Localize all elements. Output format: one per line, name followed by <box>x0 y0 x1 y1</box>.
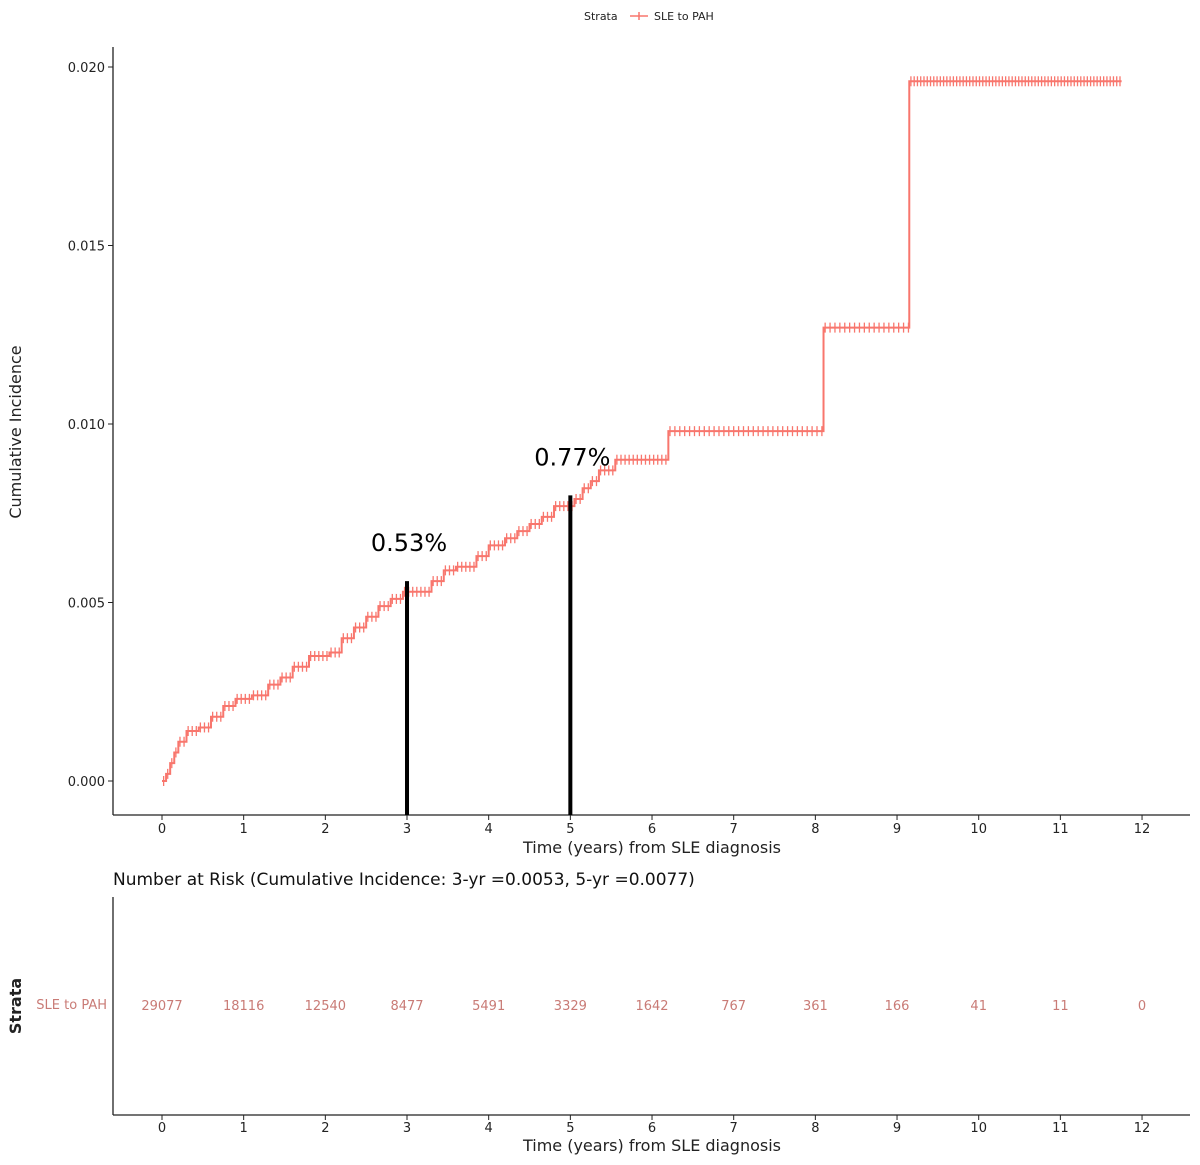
risk-value: 166 <box>885 999 910 1014</box>
x-tick-label: 11 <box>1052 822 1069 837</box>
risk-y-label: Strata <box>6 978 25 1034</box>
y-tick-label: 0.010 <box>68 418 105 433</box>
y-tick-label: 0.000 <box>68 775 105 790</box>
risk-value: 11 <box>1052 999 1069 1014</box>
x-tick-label: 6 <box>648 822 656 837</box>
risk-x-tick-label: 12 <box>1134 1121 1151 1136</box>
x-tick-label: 10 <box>970 822 987 837</box>
legend-entry: SLE to PAH <box>654 10 714 23</box>
risk-value: 12540 <box>305 999 346 1014</box>
x-tick-label: 1 <box>240 822 248 837</box>
x-tick-label: 0 <box>158 822 166 837</box>
risk-x-tick-label: 3 <box>403 1121 411 1136</box>
risk-row-label: SLE to PAH <box>36 998 107 1013</box>
x-axis-label: Time (years) from SLE diagnosis <box>522 838 781 857</box>
risk-value: 8477 <box>390 999 423 1014</box>
x-tick-label: 12 <box>1134 822 1151 837</box>
risk-x-label: Time (years) from SLE diagnosis <box>522 1136 781 1155</box>
risk-x-tick-label: 4 <box>485 1121 493 1136</box>
x-tick-label: 2 <box>321 822 329 837</box>
risk-x-tick-label: 9 <box>893 1121 901 1136</box>
risk-value: 18116 <box>223 999 264 1014</box>
risk-table-title: Number at Risk (Cumulative Incidence: 3-… <box>113 870 695 890</box>
risk-value: 29077 <box>141 999 182 1014</box>
x-tick-label: 8 <box>811 822 819 837</box>
y-tick-label: 0.020 <box>68 61 105 76</box>
x-tick-label: 7 <box>730 822 738 837</box>
risk-value: 1642 <box>635 999 668 1014</box>
y-tick-label: 0.015 <box>68 240 105 255</box>
risk-x-tick-label: 0 <box>158 1121 166 1136</box>
annotation-label: 0.77% <box>534 443 610 471</box>
x-tick-label: 9 <box>893 822 901 837</box>
series-line-sle-to-pah <box>162 80 1122 782</box>
main-plot: Time (years) from SLE diagnosis Cumulati… <box>6 47 1190 857</box>
y-tick-label: 0.005 <box>68 597 105 612</box>
x-tick-label: 3 <box>403 822 411 837</box>
risk-table: Number at Risk (Cumulative Incidence: 3-… <box>6 870 1190 1155</box>
risk-x-tick-label: 1 <box>240 1121 248 1136</box>
risk-x-tick-label: 2 <box>321 1121 329 1136</box>
risk-value: 5491 <box>472 999 505 1014</box>
risk-x-tick-label: 5 <box>566 1121 574 1136</box>
risk-x-tick-label: 11 <box>1052 1121 1069 1136</box>
x-tick-label: 5 <box>566 822 574 837</box>
risk-x-tick-label: 6 <box>648 1121 656 1136</box>
risk-value: 3329 <box>554 999 587 1014</box>
y-axis-label: Cumulative Incidence <box>6 345 25 518</box>
risk-x-tick-label: 7 <box>730 1121 738 1136</box>
legend-title: Strata <box>584 10 618 23</box>
risk-x-tick-label: 10 <box>970 1121 987 1136</box>
risk-value: 0 <box>1138 999 1146 1014</box>
annotation-label: 0.53% <box>371 529 447 557</box>
legend: Strata SLE to PAH <box>584 10 714 23</box>
risk-value: 767 <box>721 999 746 1014</box>
x-tick-label: 4 <box>485 822 493 837</box>
risk-x-tick-label: 8 <box>811 1121 819 1136</box>
risk-value: 361 <box>803 999 828 1014</box>
risk-value: 41 <box>970 999 987 1014</box>
